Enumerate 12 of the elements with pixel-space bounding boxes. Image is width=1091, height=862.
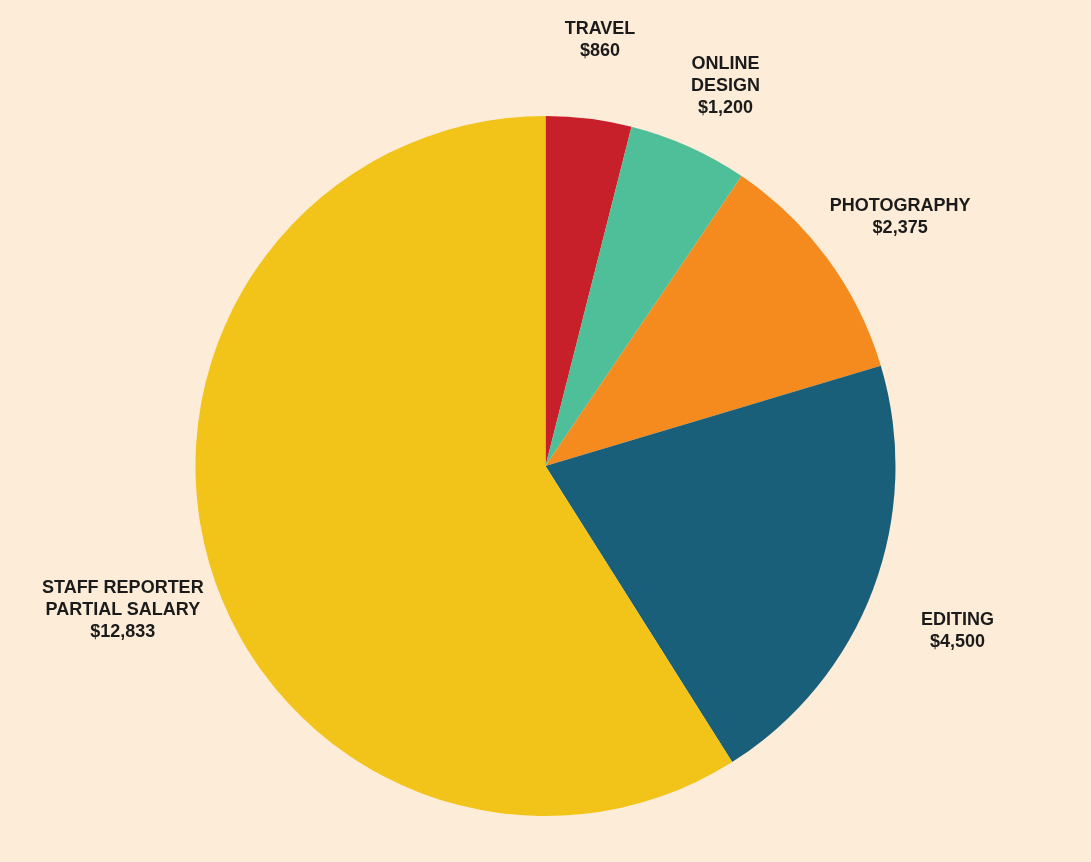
pie-slice bbox=[545, 365, 896, 763]
slice-label: STAFF REPORTER PARTIAL SALARY bbox=[41, 577, 204, 620]
slice-label: TRAVEL bbox=[564, 18, 636, 39]
data-label: $12,833 bbox=[90, 621, 156, 642]
data-label: $860 bbox=[579, 40, 620, 61]
pie-slice bbox=[545, 126, 742, 466]
data-label: $1,200 bbox=[697, 97, 754, 118]
data-label: $2,375 bbox=[872, 216, 928, 237]
slice-label: ONLINE DESIGN bbox=[690, 53, 760, 96]
slice-label: EDITING bbox=[920, 609, 994, 630]
slice-label: PHOTOGRAPHY bbox=[829, 194, 971, 215]
data-label: $4,500 bbox=[929, 631, 986, 652]
